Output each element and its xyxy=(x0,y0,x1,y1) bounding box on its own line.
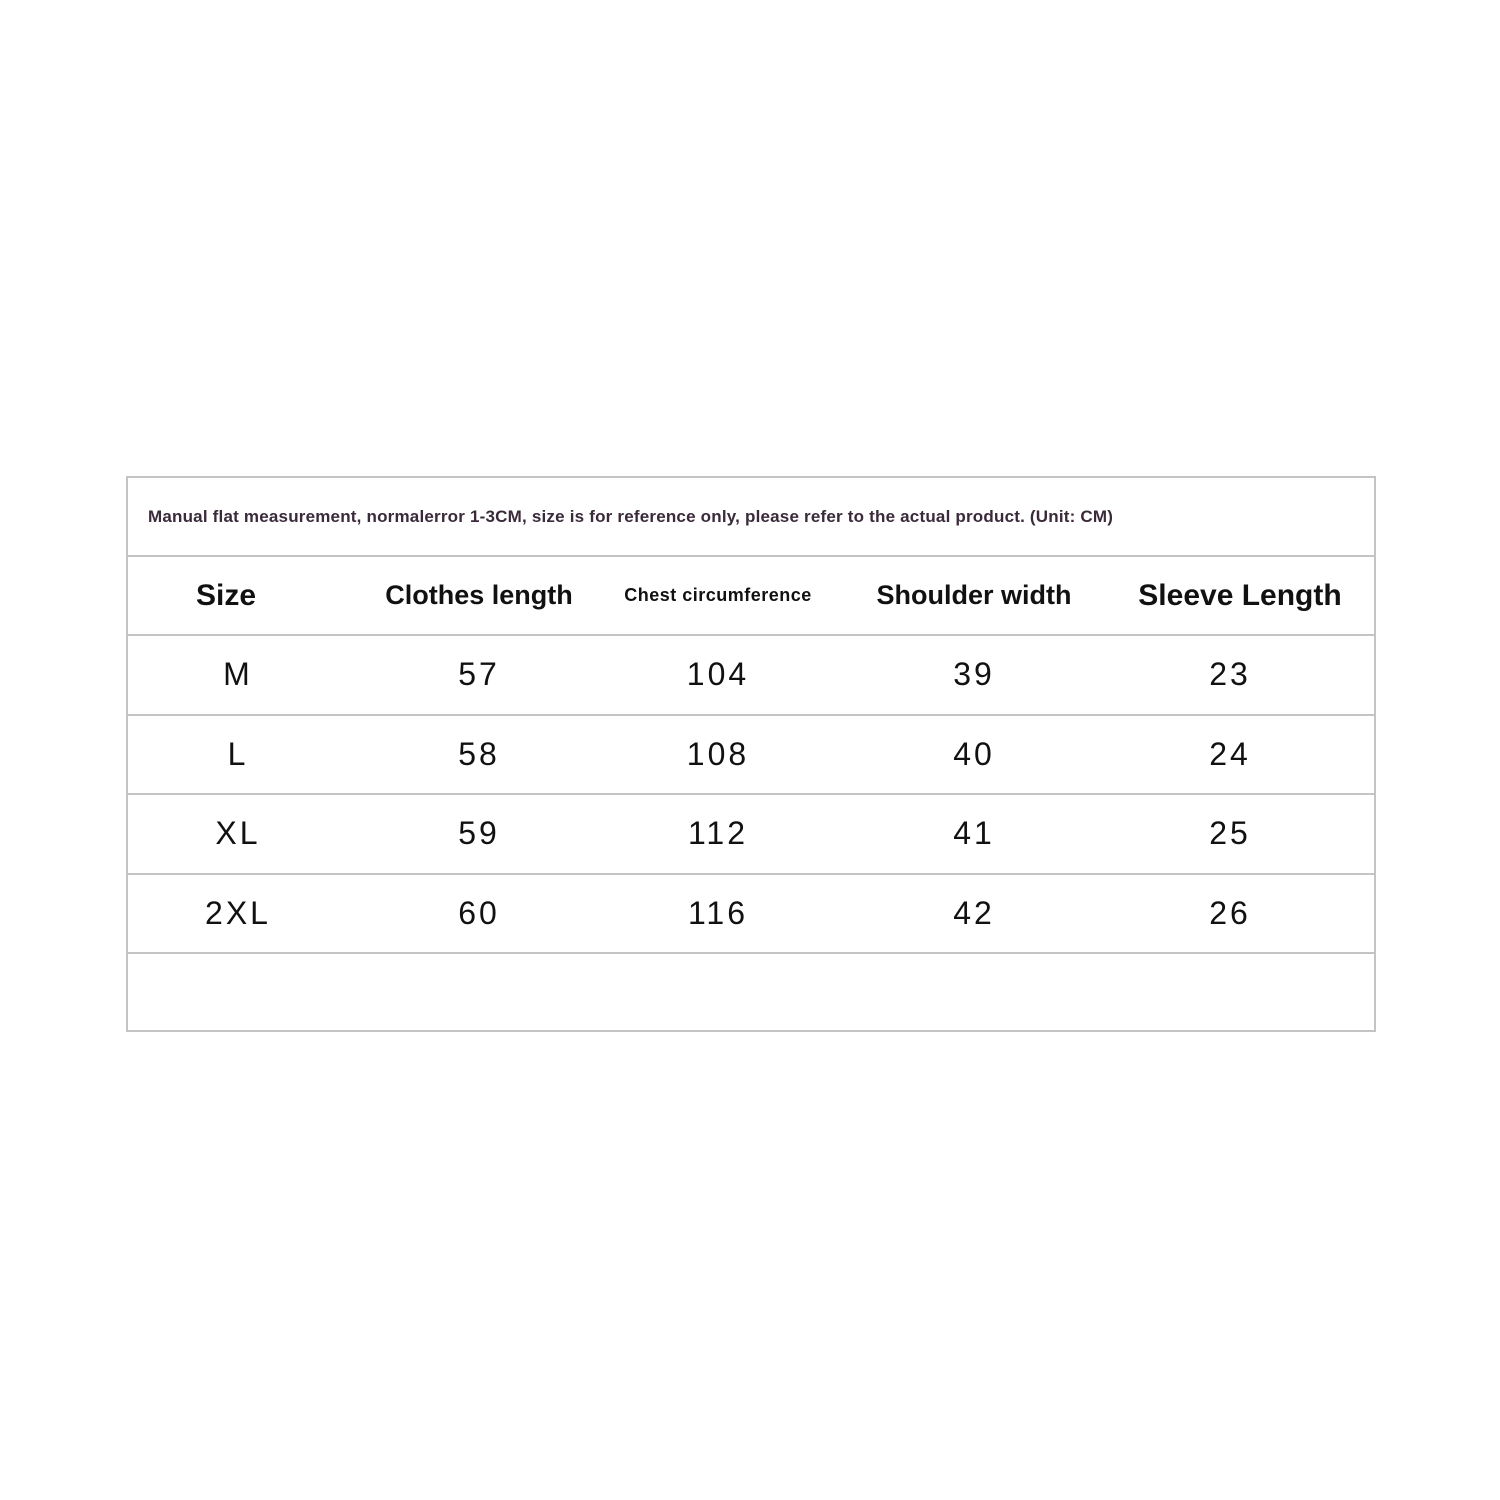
header-chest-circumference: Chest circumference xyxy=(624,585,812,605)
header-sleeve-length: Sleeve Length xyxy=(1138,578,1342,612)
table-cell: 116 xyxy=(687,894,749,931)
table-cell: 42 xyxy=(953,894,995,931)
table-row: L 58 108 40 24 xyxy=(128,716,1374,795)
table-cell: 41 xyxy=(953,815,995,852)
table-cell: M xyxy=(223,656,253,693)
empty-row xyxy=(128,954,1374,1032)
size-chart-table: Manual flat measurement, normalerror 1-3… xyxy=(126,476,1376,1032)
table-cell: 57 xyxy=(458,656,500,693)
header-shoulder-width: Shoulder width xyxy=(876,580,1072,610)
table-cell: 59 xyxy=(458,815,500,852)
table-row: XL 59 112 41 25 xyxy=(128,795,1374,875)
header-size: Size xyxy=(195,578,257,612)
table-row: 2XL 60 116 42 26 xyxy=(128,875,1374,954)
table-cell: 40 xyxy=(953,735,995,772)
table-cell: 25 xyxy=(1209,815,1251,852)
table-cell: XL xyxy=(215,815,261,852)
table-cell: L xyxy=(227,735,249,772)
table-cell: 60 xyxy=(458,894,500,931)
header-clothes-length: Clothes length xyxy=(385,580,573,610)
measurement-note: Manual flat measurement, normalerror 1-3… xyxy=(148,506,1114,526)
table-cell: 23 xyxy=(1209,656,1251,693)
table-cell: 108 xyxy=(686,735,750,772)
table-row: M 57 104 39 23 xyxy=(128,636,1374,716)
table-cell: 58 xyxy=(458,735,500,772)
table-cell: 24 xyxy=(1209,735,1251,772)
table-cell: 39 xyxy=(953,656,995,693)
table-cell: 26 xyxy=(1209,894,1251,931)
table-cell: 104 xyxy=(686,656,750,693)
table-cell: 2XL xyxy=(205,894,271,931)
table-cell: 112 xyxy=(687,815,749,852)
header-row: Size Clothes length Chest circumference … xyxy=(128,557,1374,636)
note-row: Manual flat measurement, normalerror 1-3… xyxy=(128,478,1374,557)
